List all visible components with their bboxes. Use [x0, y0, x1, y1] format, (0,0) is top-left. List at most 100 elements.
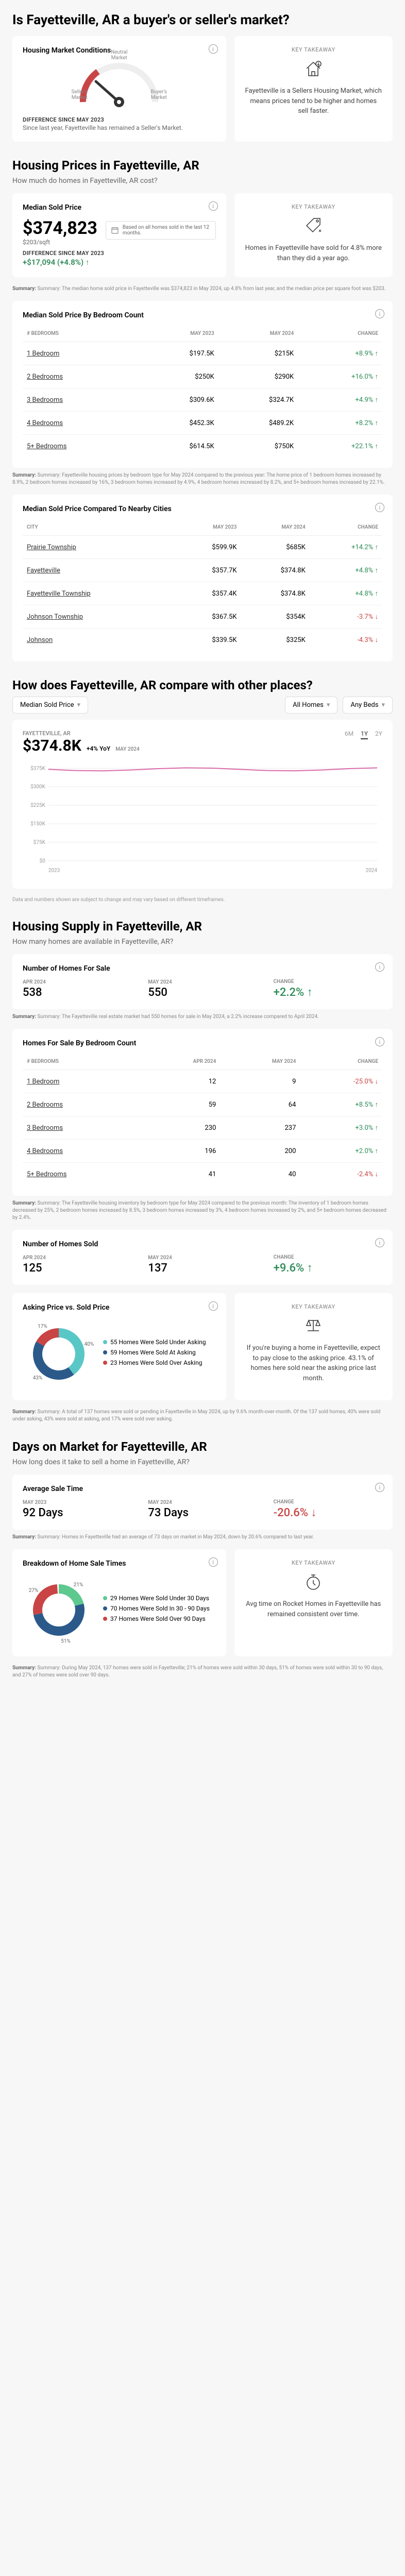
- svg-text:$0: $0: [40, 858, 46, 864]
- svg-text:43%: 43%: [33, 1376, 43, 1381]
- table-row: 5+ Bedrooms4140-2.4%: [23, 1163, 382, 1186]
- dom-heading: Days on Market for Fayetteville, AR: [12, 1439, 393, 1454]
- legend-item: 55 Homes Were Sold Under Asking: [103, 1338, 206, 1346]
- table-row: 1 Bedroom$197.5K$215K+8.9%: [23, 342, 382, 365]
- row-link[interactable]: Prairie Township: [27, 544, 76, 551]
- takeaway-title: Key Takeaway: [245, 1303, 383, 1310]
- table-row: 1 Bedroom129-25.0%: [23, 1070, 382, 1093]
- for-sale-bedroom-card: Homes For Sale By Bedroom Count i # BEDR…: [12, 1029, 393, 1196]
- svg-text:$150K: $150K: [30, 821, 45, 827]
- info-icon[interactable]: i: [375, 503, 384, 512]
- svg-text:21%: 21%: [74, 1582, 83, 1588]
- row-link[interactable]: 4 Bedrooms: [27, 1147, 63, 1155]
- table-row: 3 Bedrooms230237+3.0%: [23, 1116, 382, 1140]
- info-icon[interactable]: i: [375, 1238, 384, 1247]
- median-price-sqft: $203/sqft: [23, 239, 97, 246]
- row-link[interactable]: 5+ Bedrooms: [27, 1171, 66, 1178]
- row-link[interactable]: 5+ Bedrooms: [27, 443, 66, 450]
- svg-text:$75K: $75K: [33, 840, 46, 845]
- row-link[interactable]: 1 Bedroom: [27, 350, 59, 358]
- row-link[interactable]: Fayetteville Township: [27, 590, 91, 598]
- row-link[interactable]: 3 Bedrooms: [27, 396, 63, 404]
- table-row: 3 Bedrooms$309.6K$324.7K+4.9%: [23, 388, 382, 412]
- filter-beds[interactable]: Any Beds ▾: [343, 697, 393, 714]
- for-sale-summary: Summary: Summary: The Fayetteville real …: [12, 1013, 393, 1021]
- legend-item: 59 Homes Were Sold At Asking: [103, 1349, 206, 1356]
- takeaway-title: Key Takeaway: [245, 204, 383, 210]
- info-icon[interactable]: i: [375, 962, 384, 972]
- time-range-tabs: 6M 1Y 2Y: [345, 730, 382, 739]
- median-price-title: Median Sold Price: [23, 204, 216, 212]
- row-link[interactable]: Johnson: [27, 636, 53, 644]
- breakdown-takeaway-card: Key Takeaway Avg time on Rocket Homes in…: [234, 1549, 393, 1656]
- svg-text:$300K: $300K: [30, 784, 45, 790]
- dom-subhead: How long does it take to sell a home in …: [12, 1458, 393, 1466]
- market-conditions-card: Housing Market Conditions i Neutral Mark…: [12, 36, 226, 142]
- based-on-pill: Based on all homes sold in the last 12 m…: [106, 221, 216, 240]
- gauge-label-seller: Seller's Market: [66, 89, 92, 100]
- homes-sold-title: Number of Homes Sold: [23, 1240, 382, 1248]
- info-icon[interactable]: i: [209, 201, 218, 211]
- breakdown-card: Breakdown of Home Sale Times i 21%51%27%…: [12, 1549, 226, 1656]
- row-link[interactable]: Fayetteville: [27, 567, 60, 574]
- gauge-label-neutral: Neutral Market: [106, 49, 132, 61]
- supply-subhead: How many homes are available in Fayettev…: [12, 938, 393, 946]
- line-chart: $375K$300K$225K$150K$75K$020232024: [23, 763, 382, 878]
- svg-text:2024: 2024: [366, 868, 378, 874]
- legend-item: 37 Homes Were Sold Over 90 Days: [103, 1615, 210, 1622]
- gauge-chart: Neutral Market Seller's Market Buyer's M…: [73, 61, 165, 112]
- nearby-title: Median Sold Price Compared To Nearby Cit…: [23, 505, 382, 513]
- info-icon[interactable]: i: [375, 1483, 384, 1492]
- time-tab[interactable]: 2Y: [375, 730, 382, 739]
- table-row: Johnson$339.5K$325K-4.3%: [23, 629, 382, 652]
- compare-note: Data and numbers shown are subject to ch…: [12, 897, 393, 903]
- svg-text:40%: 40%: [85, 1342, 94, 1347]
- row-link[interactable]: 3 Bedrooms: [27, 1124, 63, 1132]
- info-icon[interactable]: i: [375, 309, 384, 318]
- takeaway-title: Key Takeaway: [245, 46, 383, 53]
- info-icon[interactable]: i: [209, 1301, 218, 1311]
- bedroom-price-card: Median Sold Price By Bedroom Count i # B…: [12, 301, 393, 468]
- row-link[interactable]: Johnson Township: [27, 613, 83, 621]
- table-row: 4 Bedrooms$452.3K$489.2K+8.2%: [23, 412, 382, 435]
- asking-title: Asking Price vs. Sold Price: [23, 1303, 216, 1312]
- supply-heading: Housing Supply in Fayetteville, AR: [12, 919, 393, 934]
- takeaway-body: Homes in Fayetteville have sold for 4.8%…: [245, 243, 383, 263]
- homes-sold-card: Number of Homes Sold i APR 2024125 MAY 2…: [12, 1230, 393, 1285]
- info-icon[interactable]: i: [209, 1557, 218, 1567]
- table-row: Prairie Township$599.9K$685K+14.2%: [23, 536, 382, 559]
- page-title: Is Fayetteville, AR a buyer's or seller'…: [12, 12, 393, 28]
- legend-item: 23 Homes Were Sold Over Asking: [103, 1359, 206, 1366]
- diff-since-label: Difference Since May 2023: [23, 116, 216, 123]
- price-takeaway-card: Key Takeaway Homes in Fayetteville have …: [234, 193, 393, 277]
- table-row: 2 Bedrooms$250K$290K+16.0%: [23, 365, 382, 388]
- table-row: 2 Bedrooms5964+8.5%: [23, 1093, 382, 1116]
- row-link[interactable]: 2 Bedrooms: [27, 1101, 63, 1109]
- bedroom-price-title: Median Sold Price By Bedroom Count: [23, 311, 382, 319]
- svg-text:$225K: $225K: [30, 803, 45, 808]
- bedroom-summary: Summary: Summary: Fayetteville housing p…: [12, 472, 393, 486]
- diff-since-text: Since last year, Fayetteville has remain…: [23, 124, 216, 131]
- time-tab[interactable]: 1Y: [361, 730, 368, 739]
- time-tab[interactable]: 6M: [345, 730, 353, 739]
- chart-month: MAY 2024: [115, 747, 139, 752]
- diff-label: Difference Since May 2023: [23, 250, 216, 257]
- filter-metric[interactable]: Median Sold Price ▾: [12, 697, 88, 714]
- avg-sale-time-title: Average Sale Time: [23, 1485, 382, 1493]
- chart-city: FAYETTEVILLE, AR: [23, 730, 140, 737]
- info-icon[interactable]: i: [375, 1037, 384, 1046]
- filter-homes[interactable]: All Homes ▾: [285, 697, 338, 714]
- nearby-cities-card: Median Sold Price Compared To Nearby Cit…: [12, 495, 393, 662]
- svg-text:2023: 2023: [48, 868, 60, 874]
- row-link[interactable]: 4 Bedrooms: [27, 419, 63, 427]
- bedroom-price-table: # BEDROOMSMAY 2023MAY 2024CHANGE 1 Bedro…: [23, 326, 382, 457]
- row-link[interactable]: 1 Bedroom: [27, 1078, 59, 1086]
- table-row: Fayetteville Township$357.4K$374.8K+4.8%: [23, 582, 382, 605]
- row-link[interactable]: 2 Bedrooms: [27, 373, 63, 381]
- info-icon[interactable]: i: [209, 44, 218, 54]
- median-price-value: $374,823: [23, 218, 97, 239]
- clock-icon: [245, 1571, 383, 1593]
- takeaway-body: Fayetteville is a Sellers Housing Market…: [245, 86, 383, 116]
- asking-legend: 55 Homes Were Sold Under Asking 59 Homes …: [103, 1338, 206, 1369]
- table-row: Johnson Township$367.5K$354K-3.7%: [23, 605, 382, 629]
